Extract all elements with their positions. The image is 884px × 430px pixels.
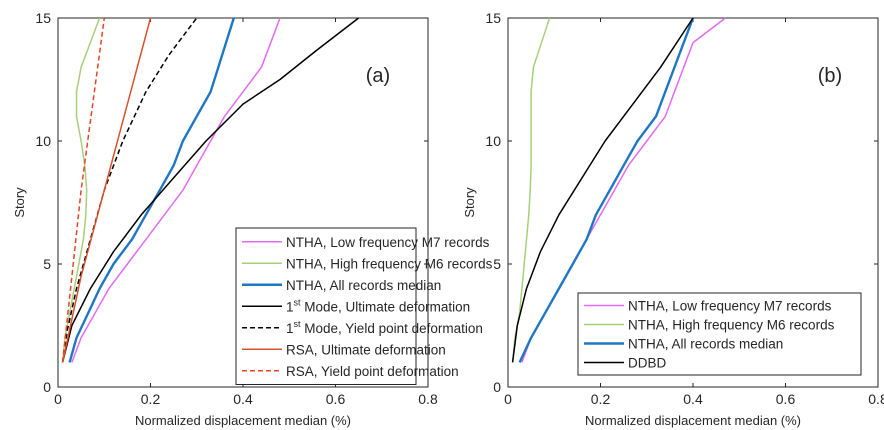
y-tick-label: 15 [485, 10, 501, 26]
legend-label: NTHA, All records median [286, 278, 441, 293]
x-tick-label: 0.6 [776, 391, 796, 407]
legend-label: 1st Mode, Yield point deformation [286, 319, 483, 336]
legend-label: NTHA, All records median [628, 337, 783, 352]
x-tick-label: 0.6 [326, 391, 346, 407]
series-line [68, 17, 235, 363]
panel-label: (b) [818, 65, 842, 87]
series-line [61, 17, 106, 363]
panel-a: 0 0.2 0.4 0.6 0.8 0 5 10 15 Normalized displaceme… [12, 10, 493, 428]
y-tick-label: 5 [493, 256, 501, 272]
y-tick-label: 0 [43, 379, 51, 395]
series-line [61, 17, 360, 363]
y-tick-label: 10 [35, 133, 51, 149]
series-line [61, 17, 152, 363]
panel-b: 0 0.2 0.4 0.6 0.8 0 5 10 15 Normalized displaceme… [462, 10, 884, 428]
panel-label: (a) [366, 65, 390, 87]
x-tick-label: 0 [504, 391, 512, 407]
y-tick-label: 10 [485, 133, 501, 149]
series-line [61, 17, 101, 363]
x-tick-label: 0.4 [233, 391, 253, 407]
legend-label: NTHA, High frequency M6 records [628, 318, 835, 333]
series-line [71, 17, 281, 363]
y-axis-label: Story [462, 187, 477, 218]
y-tick-label: 5 [43, 256, 51, 272]
series-line [511, 17, 694, 363]
x-tick-label: 0.4 [683, 391, 703, 407]
x-tick-label: 0.2 [591, 391, 611, 407]
legend-label: RSA, Yield point deformation [286, 364, 459, 379]
x-tick-label: 0 [54, 391, 62, 407]
x-axis-label: Normalized displacement median (%) [135, 413, 351, 428]
legend-box [577, 292, 862, 376]
x-axis-label: Normalized displacement median (%) [585, 413, 801, 428]
y-tick-label: 0 [493, 379, 501, 395]
x-tick-label: 0.2 [141, 391, 161, 407]
legend-label: RSA, Ultimate deformation [286, 342, 446, 357]
legend-label: 1st Mode, Ultimate deformation [286, 297, 470, 314]
x-tick-label: 0.8 [868, 391, 884, 407]
legend-label: NTHA, High frequency M6 records [286, 256, 493, 271]
series-line [518, 17, 695, 363]
y-tick-label: 15 [35, 10, 51, 26]
y-axis-label: Story [12, 187, 27, 218]
legend-label: NTHA, Low frequency M7 records [286, 235, 490, 250]
legend-label: DDBD [628, 356, 667, 371]
series-line [511, 17, 551, 363]
legend-label: NTHA, Low frequency M7 records [628, 299, 832, 314]
x-tick-label: 0.8 [418, 391, 438, 407]
